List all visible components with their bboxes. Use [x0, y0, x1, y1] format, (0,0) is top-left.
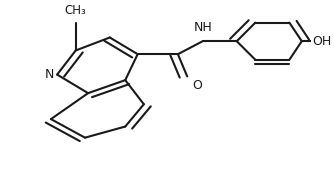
Text: N: N	[45, 68, 54, 81]
Text: O: O	[192, 79, 202, 92]
Text: CH₃: CH₃	[65, 4, 87, 17]
Text: NH: NH	[193, 21, 212, 34]
Text: OH: OH	[313, 35, 332, 48]
